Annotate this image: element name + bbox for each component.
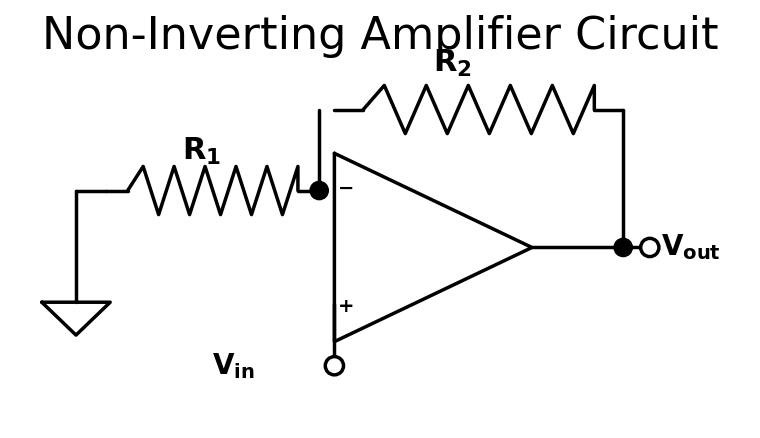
Text: R$_{\mathregular{2}}$: R$_{\mathregular{2}}$ bbox=[432, 48, 472, 79]
Text: +: + bbox=[337, 297, 354, 316]
Text: Non-Inverting Amplifier Circuit: Non-Inverting Amplifier Circuit bbox=[42, 15, 718, 58]
Ellipse shape bbox=[614, 238, 632, 257]
Ellipse shape bbox=[325, 357, 344, 375]
Ellipse shape bbox=[641, 238, 659, 257]
Text: V$_{\mathregular{in}}$: V$_{\mathregular{in}}$ bbox=[212, 351, 255, 381]
Text: −: − bbox=[337, 179, 354, 198]
Text: V$_{\mathregular{out}}$: V$_{\mathregular{out}}$ bbox=[661, 233, 721, 262]
Text: R$_{\mathregular{1}}$: R$_{\mathregular{1}}$ bbox=[182, 135, 221, 167]
Ellipse shape bbox=[310, 181, 328, 200]
